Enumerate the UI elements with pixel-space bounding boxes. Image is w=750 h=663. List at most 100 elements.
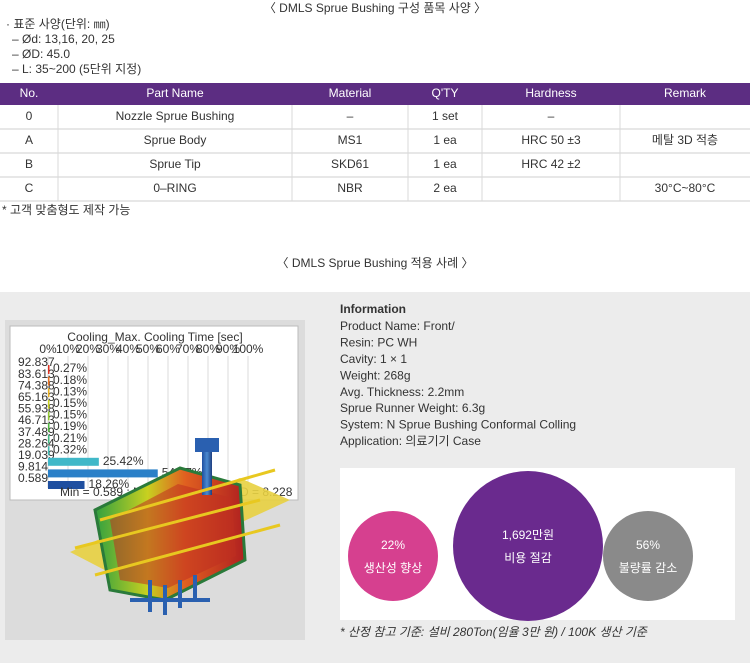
table-header [0, 83, 750, 105]
cell: Nozzle Sprue Bushing [116, 109, 235, 123]
column-header: Material [329, 86, 372, 100]
bar [48, 481, 85, 489]
bar [48, 365, 50, 374]
cell: 1 ea [433, 157, 457, 171]
info-line: Application: 의료기기 Case [340, 434, 481, 448]
x-tick-label: 60% [156, 342, 180, 356]
stat-value: 1,692만원 [502, 528, 554, 542]
stat-value: 22% [381, 538, 405, 552]
cell: NBR [337, 181, 363, 195]
cell: A [25, 133, 33, 147]
info-line: Cavity: 1 × 1 [340, 352, 407, 366]
column-header: Remark [664, 86, 707, 100]
y-tick-label: 74.388 [18, 378, 55, 392]
column-header: No. [20, 86, 39, 100]
bar-label: 0.27% [53, 361, 87, 375]
cell: 1 ea [433, 133, 457, 147]
x-tick-label: 100% [233, 342, 264, 356]
stat-circle [603, 511, 693, 601]
bar-label: 0.18% [53, 373, 87, 387]
cell: 0 [26, 109, 33, 123]
x-tick-label: 20% [76, 342, 100, 356]
cell: HRC 50 ±3 [521, 133, 581, 147]
x-tick-label: 0% [39, 342, 57, 356]
bar-label: 0.21% [53, 431, 87, 445]
bar [48, 388, 50, 398]
info-line: Resin: PC WH [340, 336, 417, 350]
spec-item: – ØD: 45.0 [12, 47, 70, 61]
column-header: Q'TY [432, 86, 459, 100]
y-tick-label: 46.713 [18, 413, 55, 427]
spec-item: – L: 35~200 (5단위 지정) [12, 62, 141, 76]
x-tick-label: 90% [216, 342, 240, 356]
y-tick-label: 55.938 [18, 402, 55, 416]
case-footnote: * 산정 참고 기준: 설비 280Ton(임율 3만 원) / 100K 생산… [340, 625, 648, 639]
bar [48, 411, 50, 421]
x-tick-label: 10% [56, 342, 80, 356]
cell: – [347, 109, 354, 123]
cell: C [25, 181, 34, 195]
x-tick-label: 30% [96, 342, 120, 356]
column-header: Hardness [525, 86, 576, 100]
bar-label: 0.13% [53, 384, 87, 398]
info-line: Weight: 268g [340, 368, 411, 382]
bar [48, 457, 99, 466]
bar [48, 376, 50, 386]
y-tick-label: 92.837 [18, 355, 55, 369]
y-tick-label: 83.613 [18, 367, 55, 381]
column-header: Part Name [146, 86, 204, 100]
bar-label: 0.15% [53, 408, 87, 422]
y-tick-label: 0.589 [18, 471, 48, 485]
stat-circle [453, 471, 603, 621]
cell: 1 set [432, 109, 459, 123]
bar-label: 18.26% [89, 477, 130, 491]
cell: 30°C~80°C [655, 181, 716, 195]
info-line: System: N Sprue Bushing Conformal Collin… [340, 418, 576, 432]
info-line: Sprue Runner Weight: 6.3g [340, 401, 485, 415]
cell: 2 ea [433, 181, 457, 195]
y-tick-label: 9.814 [18, 460, 48, 474]
y-tick-label: 65.163 [18, 390, 55, 404]
cell: SKD61 [331, 157, 369, 171]
bar [48, 399, 50, 409]
info-line: Product Name: Front/ [340, 319, 455, 333]
bar [48, 446, 50, 456]
bar-label: 0.15% [53, 396, 87, 410]
cell: 메탈 3D 적층 [652, 133, 718, 147]
spec-title: 〈 DMLS Sprue Bushing 구성 품목 사양 〉 [264, 1, 486, 15]
info-line: Avg. Thickness: 2.2mm [340, 385, 464, 399]
bar-label: 25.42% [103, 454, 144, 468]
x-tick-label: 50% [136, 342, 160, 356]
bar-label: 0.32% [53, 442, 87, 456]
cell: HRC 42 ±2 [521, 157, 581, 171]
x-tick-label: 80% [196, 342, 220, 356]
footnote: * 고객 맞춤형도 제작 가능 [2, 203, 130, 217]
bar [48, 423, 50, 432]
histogram-title: Cooling_Max. Cooling Time [sec] [67, 330, 242, 344]
stat-circle [348, 511, 438, 601]
cell: B [25, 157, 33, 171]
y-tick-label: 28.264 [18, 436, 55, 450]
x-tick-label: 70% [176, 342, 200, 356]
3d-model [70, 438, 290, 615]
info-heading: Information [340, 302, 406, 316]
bar-label: 0.19% [53, 419, 87, 433]
bar [48, 434, 50, 444]
stat-label: 생산성 향상 [364, 561, 423, 575]
cell: MS1 [338, 133, 363, 147]
cell: 0–RING [153, 181, 196, 195]
case-title: 〈 DMLS Sprue Bushing 적용 사례 〉 [277, 256, 474, 270]
y-tick-label: 19.039 [18, 448, 55, 462]
stat-value: 56% [636, 538, 660, 552]
bar [48, 469, 158, 478]
cell: Sprue Body [144, 133, 207, 147]
spec-item: – Ød: 13,16, 20, 25 [12, 32, 115, 46]
spec-item: · 표준 사양(단위: ㎜) [6, 17, 110, 31]
stat-label: 비용 절감 [504, 551, 552, 565]
y-tick-label: 37.489 [18, 425, 55, 439]
stat-label: 불량률 감소 [619, 561, 678, 575]
x-tick-label: 40% [116, 342, 140, 356]
cell: Sprue Tip [149, 157, 201, 171]
cell: – [548, 109, 555, 123]
